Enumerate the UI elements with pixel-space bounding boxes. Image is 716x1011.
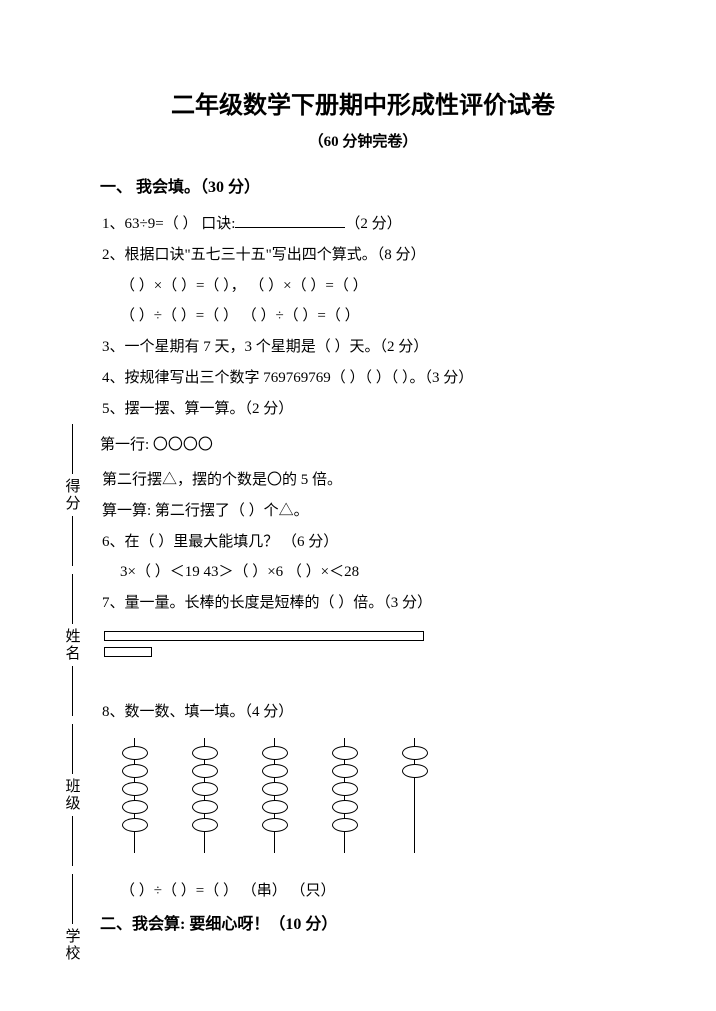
q1-text: 1、63÷9=（ ） 口诀: xyxy=(102,216,235,232)
side-name: 姓名 xyxy=(62,570,83,720)
bead xyxy=(122,746,148,760)
measure-bars xyxy=(104,631,626,657)
q6: 6、在（ ）里最大能填几？ （6 分） xyxy=(102,527,626,558)
side-class-label: 班级 xyxy=(62,778,83,812)
q1-blank xyxy=(235,213,345,228)
q4: 4、按规律写出三个数字 769769769（ ）（ ）（ ）。（3 分） xyxy=(102,363,626,394)
side-school: 学校 xyxy=(62,870,83,962)
side-class: 班级 xyxy=(62,720,83,870)
bead xyxy=(122,782,148,796)
bead xyxy=(262,764,288,778)
bead xyxy=(332,764,358,778)
long-bar xyxy=(104,631,424,641)
q7: 7、量一量。长棒的长度是短棒的（ ）倍。（3 分） xyxy=(102,588,626,619)
bead xyxy=(122,800,148,814)
side-info-strip: 得分 姓名 班级 学校 xyxy=(60,420,84,840)
side-school-label: 学校 xyxy=(62,928,83,962)
bead xyxy=(262,746,288,760)
bead xyxy=(262,800,288,814)
bead-strings-container xyxy=(120,738,626,858)
bead-string xyxy=(260,738,290,858)
bead xyxy=(332,746,358,760)
bead xyxy=(192,818,218,832)
q3: 3、一个星期有 7 天，3 个星期是（ ）天。（2 分） xyxy=(102,332,626,363)
bead-string xyxy=(400,738,430,858)
bead xyxy=(122,764,148,778)
bead-string xyxy=(190,738,220,858)
bead xyxy=(192,782,218,796)
q2: 2、根据口诀"五七三十五"写出四个算式。（8 分） xyxy=(102,240,626,271)
bead xyxy=(402,764,428,778)
short-bar xyxy=(104,647,152,657)
bead xyxy=(262,782,288,796)
q5-line1: 第一行: 〇〇〇〇 xyxy=(100,430,626,461)
section2-heading: 二、我会算: 要细心呀！（10 分） xyxy=(100,910,626,934)
bead xyxy=(262,818,288,832)
q5: 5、摆一摆、算一算。（2 分） xyxy=(102,394,626,425)
q8-answer: （ ）÷（ ）=（ ） （串） （只） xyxy=(120,876,626,907)
section1-heading: 一、 我会填。（30 分） xyxy=(100,173,626,197)
q2-line1: （ ）×（ ）=（ ）， （ ）×（ ）=（ ） xyxy=(120,271,626,302)
q8: 8、数一数、填一填。（4 分） xyxy=(102,697,626,728)
exam-title: 二年级数学下册期中形成性评价试卷 xyxy=(100,85,626,120)
bead xyxy=(332,782,358,796)
bead xyxy=(192,746,218,760)
bead xyxy=(192,800,218,814)
q1-tail: （2 分） xyxy=(345,216,401,232)
q1: 1、63÷9=（ ） 口诀: （2 分） xyxy=(102,209,626,240)
exam-page: 得分 姓名 班级 学校 二年级数学下册期中形成性评价试卷 （60 分钟完卷） 一… xyxy=(0,0,716,1011)
q5-line3: 算一算: 第二行摆了（ ）个△。 xyxy=(102,496,626,527)
side-score: 得分 xyxy=(62,420,83,570)
bead xyxy=(332,818,358,832)
side-name-label: 姓名 xyxy=(62,628,83,662)
bead xyxy=(192,764,218,778)
bead-string xyxy=(120,738,150,858)
q6-line: 3×（ ）＜19 43＞（ ）×6 （ ）×＜28 xyxy=(120,557,626,588)
side-score-label: 得分 xyxy=(62,478,83,512)
bead xyxy=(332,800,358,814)
q2-line2: （ ）÷（ ）=（ ） （ ）÷（ ）=（ ） xyxy=(120,301,626,332)
q5-line2: 第二行摆△，摆的个数是〇的 5 倍。 xyxy=(102,465,626,496)
bead-string xyxy=(330,738,360,858)
bead xyxy=(402,746,428,760)
exam-subtitle: （60 分钟完卷） xyxy=(100,130,626,151)
bead xyxy=(122,818,148,832)
